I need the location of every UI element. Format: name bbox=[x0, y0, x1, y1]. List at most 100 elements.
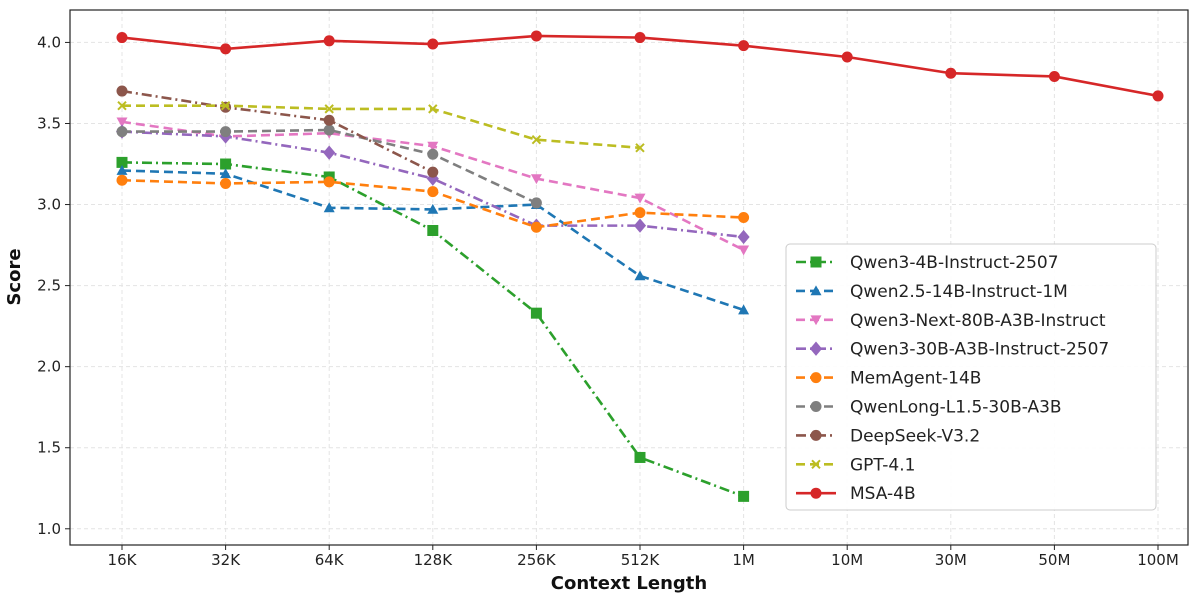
data-point bbox=[531, 134, 542, 145]
y-tick-label: 1.0 bbox=[37, 520, 61, 538]
legend-entry: MSA-4B bbox=[796, 484, 916, 504]
data-point bbox=[738, 304, 750, 315]
data-point bbox=[841, 51, 853, 63]
data-point bbox=[738, 212, 750, 224]
series-group bbox=[115, 30, 1164, 502]
data-point bbox=[737, 229, 750, 245]
data-point bbox=[530, 174, 542, 185]
y-tick-label: 1.5 bbox=[37, 439, 61, 457]
legend-entry: GPT-4.1 bbox=[796, 455, 915, 475]
data-point bbox=[323, 124, 335, 136]
legend-entry: Qwen3-4B-Instruct-2507 bbox=[796, 253, 1059, 273]
data-point bbox=[116, 174, 128, 186]
data-point bbox=[634, 207, 646, 219]
legend-label: Qwen3-Next-80B-A3B-Instruct bbox=[850, 311, 1106, 331]
series-memagent-14b bbox=[116, 174, 750, 233]
series-deepseek-v3-2 bbox=[116, 85, 439, 178]
legend-entry: Qwen2.5-14B-Instruct-1M bbox=[796, 282, 1068, 302]
y-tick-label: 2.0 bbox=[37, 358, 61, 376]
marker-stroke bbox=[531, 134, 542, 145]
legend-label: Qwen3-30B-A3B-Instruct-2507 bbox=[850, 340, 1109, 360]
legend-marker bbox=[811, 459, 821, 470]
data-point bbox=[427, 38, 439, 50]
x-tick-label: 30M bbox=[935, 551, 967, 569]
marker-stroke bbox=[117, 100, 127, 111]
legend-entry: DeepSeek-V3.2 bbox=[796, 426, 980, 446]
legend-entry: Qwen3-30B-A3B-Instruct-2507 bbox=[796, 340, 1109, 360]
data-point bbox=[220, 101, 232, 113]
data-point bbox=[323, 202, 335, 213]
legend-label: Qwen3-4B-Instruct-2507 bbox=[850, 253, 1059, 273]
data-point bbox=[530, 30, 542, 42]
y-axis: 1.0 1.5 2.0 2.5 3.0 3.5 4.0 bbox=[37, 33, 70, 538]
data-point bbox=[1048, 70, 1060, 82]
data-point bbox=[427, 203, 439, 214]
data-point bbox=[323, 176, 335, 188]
series-qwenlong-l1-5-30b-a3b bbox=[116, 124, 542, 209]
data-point bbox=[738, 490, 750, 502]
y-tick-label: 4.0 bbox=[37, 33, 61, 51]
legend-label: QwenLong-L1.5-30B-A3B bbox=[850, 398, 1062, 418]
data-point bbox=[426, 171, 439, 186]
legend-label: Qwen2.5-14B-Instruct-1M bbox=[850, 282, 1068, 302]
y-axis-label: Score bbox=[4, 248, 25, 305]
data-point bbox=[945, 67, 957, 79]
legend: Qwen3-4B-Instruct-2507 Qwen2.5-14B-Instru… bbox=[785, 243, 1157, 511]
data-point bbox=[738, 245, 750, 256]
legend-label: MSA-4B bbox=[850, 484, 916, 504]
data-point bbox=[633, 218, 647, 233]
data-point bbox=[530, 221, 542, 233]
x-tick-label: 512K bbox=[621, 551, 661, 569]
data-point bbox=[220, 177, 232, 189]
legend-entry: Qwen3-Next-80B-A3B-Instruct bbox=[796, 311, 1106, 331]
data-point bbox=[323, 35, 335, 47]
marker-stroke bbox=[635, 143, 645, 153]
data-point bbox=[634, 193, 646, 204]
data-point bbox=[323, 114, 335, 126]
x-tick-label: 64K bbox=[315, 551, 345, 569]
legend-box bbox=[785, 243, 1157, 511]
series-line bbox=[122, 128, 537, 205]
x-tick-label: 1M bbox=[732, 551, 755, 569]
x-tick-label: 256K bbox=[517, 551, 557, 569]
data-point bbox=[116, 126, 128, 138]
y-tick-label: 3.5 bbox=[37, 114, 61, 132]
legend-label: GPT-4.1 bbox=[850, 455, 915, 475]
data-point bbox=[634, 32, 646, 44]
data-point bbox=[428, 104, 438, 114]
data-point bbox=[635, 143, 645, 153]
data-point bbox=[116, 32, 128, 44]
data-point bbox=[427, 166, 439, 178]
data-point bbox=[220, 43, 232, 55]
marker-stroke bbox=[324, 104, 334, 114]
x-axis-label: Context Length bbox=[551, 573, 707, 593]
legend-label: MemAgent-14B bbox=[850, 369, 981, 389]
data-point bbox=[117, 100, 127, 111]
marker-stroke bbox=[220, 100, 231, 111]
data-point bbox=[220, 100, 231, 111]
legend-marker bbox=[810, 487, 822, 499]
legend-entry: MemAgent-14B bbox=[796, 369, 981, 389]
data-point bbox=[738, 40, 750, 52]
x-axis: 16K 32K 64K 128K 256K 512K 1M 10M 30M 50M 100M bbox=[108, 545, 1179, 569]
data-point bbox=[427, 186, 439, 198]
data-point bbox=[220, 158, 232, 170]
legend-entry: QwenLong-L1.5-30B-A3B bbox=[796, 398, 1062, 418]
legend-marker bbox=[810, 315, 822, 326]
data-point bbox=[116, 165, 128, 175]
marker-stroke bbox=[811, 459, 821, 470]
x-tick-label: 16K bbox=[108, 551, 138, 569]
legend-marker bbox=[810, 372, 822, 384]
series-qwen2-5-14b-instruct-1m bbox=[116, 165, 750, 315]
y-tick-label: 3.0 bbox=[37, 196, 61, 214]
data-point bbox=[220, 168, 232, 179]
legend-marker bbox=[810, 429, 822, 441]
legend-marker bbox=[810, 285, 822, 296]
data-point bbox=[427, 141, 439, 152]
marker-stroke bbox=[428, 104, 438, 114]
data-point bbox=[530, 197, 542, 209]
data-point bbox=[323, 145, 336, 160]
legend-marker bbox=[810, 401, 822, 412]
data-point bbox=[634, 451, 646, 463]
